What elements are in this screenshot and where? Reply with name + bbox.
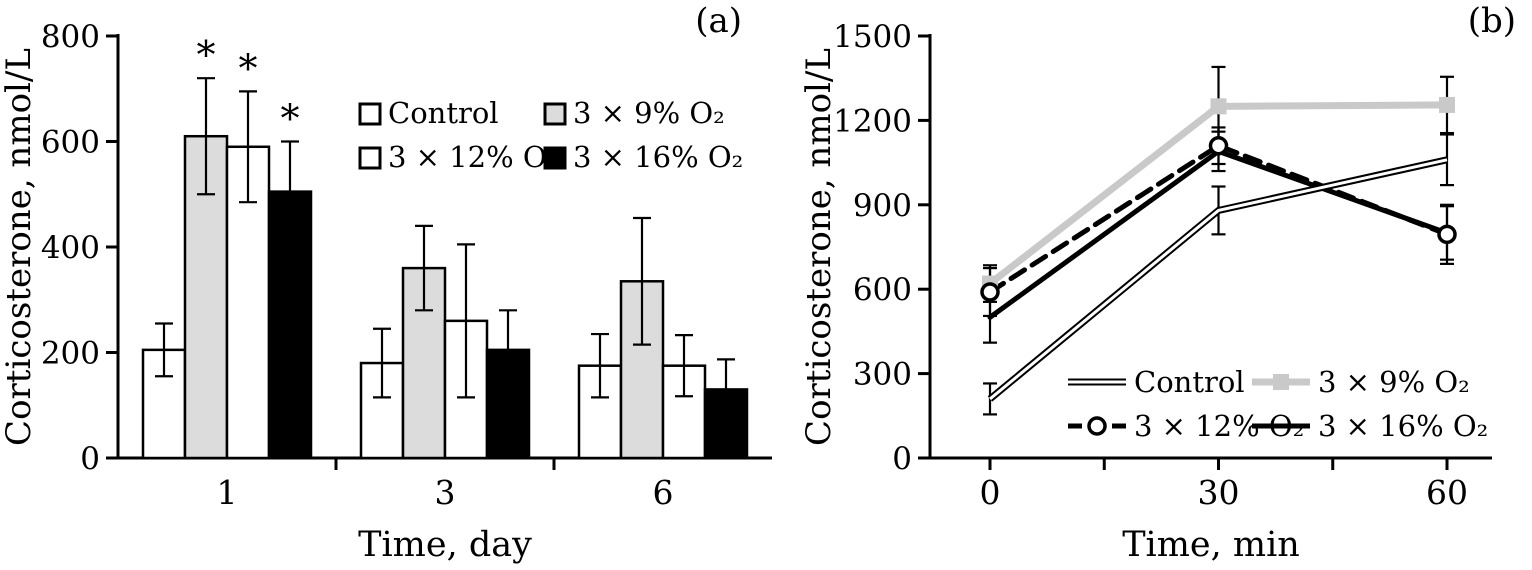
y-tick-label: 800	[41, 19, 100, 55]
square-marker	[1439, 96, 1455, 113]
legend-item: 3 × 9% O₂	[543, 96, 725, 130]
legend-label: Control	[1134, 365, 1245, 399]
line-series-inner	[989, 158, 1448, 401]
legend-item: Control	[1068, 365, 1245, 399]
x-tick-label: 60	[1426, 473, 1468, 512]
y-tick-label: 600	[41, 125, 100, 161]
x-axis-title: Time, day	[358, 525, 532, 565]
y-tick-label: 1500	[833, 19, 912, 55]
y-axis-title: Corticosterone, nmol/L	[800, 48, 839, 446]
significance-asterisk: *	[281, 97, 300, 141]
panel-label: (a)	[695, 1, 742, 41]
x-axis-title: Time, min	[1122, 525, 1300, 565]
y-axis-title: Corticosterone, nmol/L	[0, 48, 39, 446]
x-tick-label: 0	[980, 473, 1001, 512]
square-marker	[1210, 98, 1227, 115]
circle-marker	[1437, 224, 1457, 245]
legend-item: 3 × 16% O₂	[543, 140, 743, 174]
legend-swatch	[358, 146, 382, 170]
legend-square-marker	[1273, 374, 1289, 390]
legend-label: 3 × 16% O₂	[573, 140, 743, 174]
legend-label: 3 × 9% O₂	[573, 96, 725, 130]
y-tick-label: 0	[80, 441, 100, 477]
line-chart-panel-b: 0 300 600 900 1200 1500 0 30 60 Time, min Corticos…	[800, 1, 1516, 565]
circle-marker	[1208, 135, 1229, 156]
y-tick-label: 1200	[833, 103, 912, 139]
y-tick-label: 300	[853, 357, 912, 393]
significance-asterisk: *	[239, 46, 258, 90]
x-category-label: 3	[435, 473, 456, 512]
legend-label: Control	[388, 96, 499, 130]
legend-item: Control	[358, 96, 499, 130]
legend-label: 3 × 12% O₂	[388, 140, 558, 174]
legend-label: 3 × 16% O₂	[1318, 409, 1488, 443]
y-tick-label: 600	[853, 272, 912, 308]
x-tick-label: 30	[1198, 473, 1240, 512]
legend-swatch	[543, 102, 567, 126]
y-tick-label: 200	[41, 336, 100, 372]
y-tick-label: 400	[41, 230, 100, 266]
significance-asterisk: *	[197, 33, 216, 77]
legend-circle-marker	[1087, 416, 1107, 436]
x-category-label: 6	[653, 473, 674, 512]
legend-swatch	[543, 146, 567, 170]
line-series	[987, 143, 1450, 295]
legend-item: 3 × 16% O₂	[1252, 409, 1488, 443]
bar-chart-panel-a: 0 200 400 600 800 * * * 1 3 6 Time, day Corticostero…	[0, 1, 772, 565]
panel-label: (b)	[1468, 1, 1516, 41]
legend-item: 3 × 9% O₂	[1252, 365, 1470, 399]
y-tick-label: 900	[853, 188, 912, 224]
legend-swatch	[358, 102, 382, 126]
x-category-label: 1	[217, 473, 238, 512]
legend-label: 3 × 9% O₂	[1318, 365, 1470, 399]
circle-marker	[980, 282, 1000, 302]
y-tick-label: 0	[892, 441, 912, 477]
legend-item: 3 × 12% O₂	[358, 140, 558, 174]
